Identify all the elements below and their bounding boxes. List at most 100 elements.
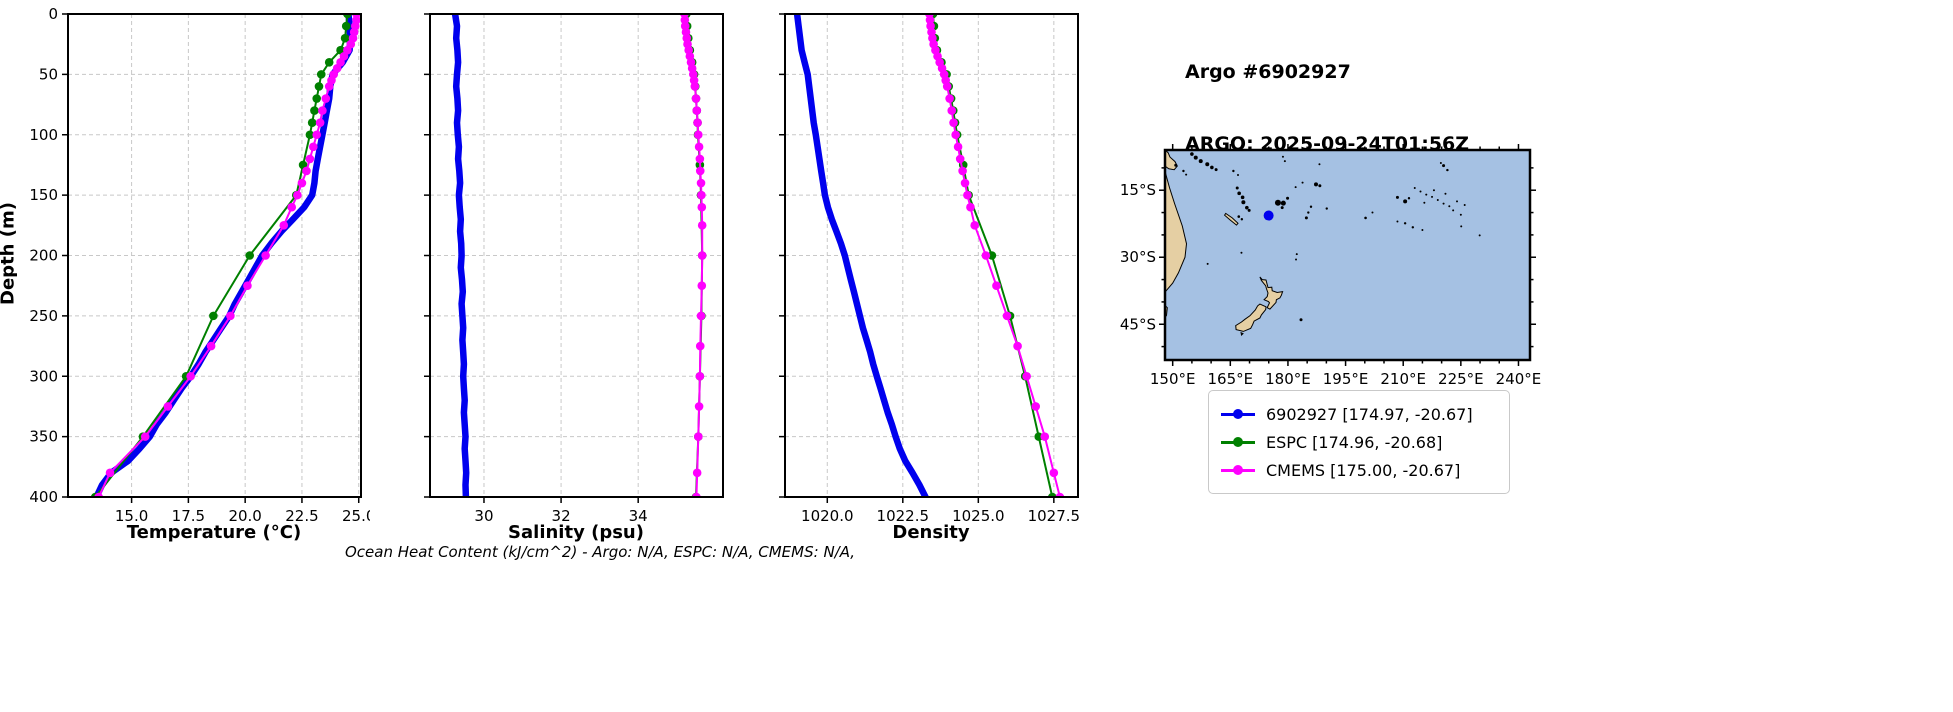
map-lon-tick-label: 150°E — [1150, 370, 1196, 388]
marker-dot — [953, 142, 963, 152]
marker-dot — [694, 432, 703, 441]
ocean-heat-content-note: Ocean Heat Content (kJ/cm^2) - Argo: N/A… — [344, 543, 856, 561]
x-tick-label: 15.0 — [115, 507, 148, 525]
series-group — [90, 14, 361, 497]
marker-dot — [186, 371, 195, 381]
ocean-area — [1165, 150, 1530, 360]
marker-dot — [1022, 371, 1031, 381]
marker-dot — [694, 142, 704, 152]
depth-tick-label: 100 — [29, 126, 58, 144]
marker-dot — [261, 251, 270, 260]
legend-label-espc: ESPC [174.96, -20.68] — [1266, 432, 1443, 452]
marker-dot — [690, 82, 700, 91]
espc-line-swatch — [1221, 437, 1255, 447]
marker-dot — [305, 154, 315, 164]
depth-tick-label: 50 — [39, 65, 58, 83]
temperature-profile-plot: 15.0 17.5 20.0 22.5 25.0 0 50 100 150 200 250 300 35… — [29, 5, 370, 525]
legend-item-argo: 6902927 [174.97, -20.67] — [1221, 400, 1497, 428]
marker-dot — [302, 166, 311, 176]
series-line-argo-6902927 — [451, 14, 470, 497]
marker-dot — [226, 311, 235, 321]
marker-dot — [94, 492, 103, 497]
marker-dot — [279, 221, 289, 230]
marker-dot — [315, 118, 325, 127]
map-lon-tick-label: 210°E — [1380, 370, 1426, 388]
marker-dot — [696, 178, 706, 188]
x-tick-label: 32 — [552, 507, 571, 525]
marker-dot — [694, 402, 704, 411]
argo-line-swatch — [1221, 409, 1255, 419]
marker-dot — [694, 130, 703, 140]
map-lat-tick-label: 15°S — [1120, 181, 1156, 199]
marker-dot — [316, 70, 326, 79]
marker-dot — [691, 94, 701, 103]
marker-dot — [692, 492, 701, 497]
marker-dot — [343, 14, 352, 19]
title-float-id: Argo #6902927 — [1185, 61, 1351, 83]
x-tick-label: 1027.5 — [1028, 507, 1081, 525]
marker-dot — [324, 82, 334, 91]
marker-dot — [305, 130, 315, 140]
marker-dot — [958, 166, 967, 176]
marker-dot — [307, 118, 317, 127]
marker-dot — [312, 94, 322, 103]
grid-lines — [785, 13, 1078, 498]
land-masses — [1165, 150, 1284, 336]
marker-dot — [340, 33, 350, 43]
marker-dot — [243, 281, 252, 290]
depth-tick-label: 250 — [29, 307, 58, 325]
marker-dot — [970, 221, 979, 230]
marker-dot — [206, 341, 216, 351]
marker-dot — [318, 106, 327, 115]
marker-dot — [695, 154, 705, 164]
marker-dot — [697, 221, 707, 230]
map-lat-tick-label: 45°S — [1120, 315, 1156, 333]
marker-dot — [692, 468, 702, 478]
marker-dot — [1031, 402, 1041, 411]
x-tick-label: 30 — [474, 507, 493, 525]
marker-dot — [992, 281, 1001, 290]
marker-dot — [287, 202, 297, 212]
x-tick-label: 1022.5 — [877, 507, 930, 525]
location-map: 150°E 165°E 180°E 195°E 210°E 225°E 240°E 15°S 3… — [1120, 144, 1542, 388]
marker-dot — [963, 190, 972, 200]
marker-dot — [321, 94, 331, 103]
marker-dot — [312, 130, 322, 140]
marker-dot — [1013, 341, 1022, 351]
marker-dot — [309, 142, 318, 152]
marker-dot — [697, 251, 707, 260]
island-dots — [1174, 152, 1481, 322]
x-tick-label: 25.0 — [342, 507, 370, 525]
depth-tick-label: 400 — [29, 488, 58, 506]
marker-dot — [960, 178, 970, 188]
marker-dot — [105, 468, 115, 478]
map-lon-tick-label: 195°E — [1323, 370, 1369, 388]
map-ticks — [1159, 144, 1536, 366]
salinity-axis-label: Salinity (psu) — [508, 522, 644, 543]
map-lon-tick-label: 165°E — [1208, 370, 1254, 388]
marker-dot — [942, 82, 952, 91]
marker-dot — [696, 311, 706, 321]
marker-dot — [945, 94, 954, 103]
legend-label-cmems: CMEMS [175.00, -20.67] — [1266, 460, 1461, 480]
grid-lines — [68, 13, 361, 498]
series-line-argo-6902927 — [793, 14, 929, 497]
map-lat-tick-label: 30°S — [1120, 248, 1156, 266]
marker-dot — [693, 118, 702, 127]
marker-dot — [951, 130, 960, 140]
density-axis-label: Density — [892, 522, 970, 543]
series-group — [793, 14, 1065, 497]
map-legend: 6902927 [174.97, -20.67] ESPC [174.96, -… — [1208, 390, 1510, 494]
marker-dot — [695, 166, 705, 176]
map-lon-tick-label: 180°E — [1265, 370, 1311, 388]
map-lon-tick-label: 240°E — [1496, 370, 1542, 388]
marker-dot — [163, 402, 173, 411]
marker-dot — [695, 341, 705, 351]
series-group — [451, 14, 707, 497]
marker-dot — [981, 251, 991, 260]
marker-dot — [987, 251, 997, 260]
marker-dot — [1048, 492, 1057, 497]
legend-item-espc: ESPC [174.96, -20.68] — [1221, 428, 1497, 456]
marker-dot — [245, 251, 255, 260]
x-tick-label: 20.0 — [228, 507, 261, 525]
